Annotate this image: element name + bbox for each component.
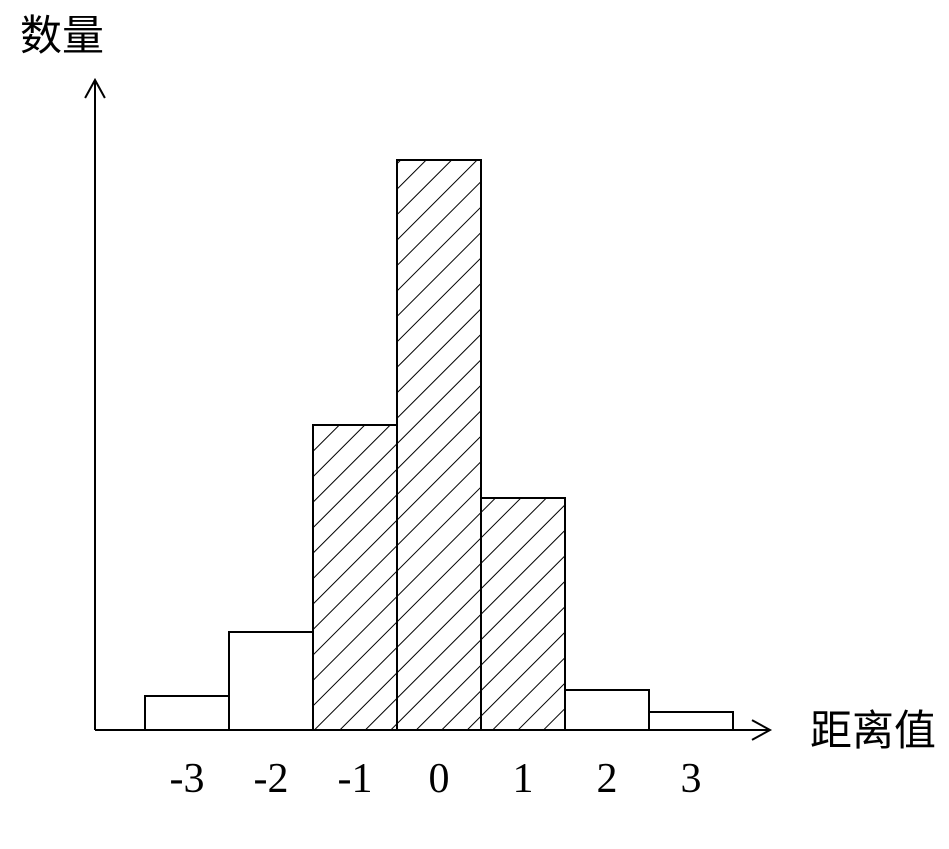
histogram-chart: -3 -2 -1 0 1 2 3 数量距离值 — [0, 0, 949, 849]
xtick-label: -2 — [254, 756, 289, 802]
y-axis-label: 数量 — [20, 14, 104, 60]
xtick-label: 2 — [597, 756, 618, 802]
x-axis-label: 距离值 — [810, 708, 936, 755]
xtick-label: 0 — [429, 756, 450, 802]
bar-3 — [649, 712, 733, 730]
bar--3 — [145, 696, 229, 730]
xtick-label: -3 — [170, 756, 205, 802]
xtick-label: -1 — [338, 756, 373, 802]
bar-1 — [481, 498, 565, 730]
bar-0 — [397, 160, 481, 730]
bar--2 — [229, 632, 313, 730]
xtick-label: 1 — [513, 756, 534, 802]
bar-2 — [565, 690, 649, 730]
bar--1 — [313, 425, 397, 730]
xtick-label: 3 — [681, 756, 702, 802]
